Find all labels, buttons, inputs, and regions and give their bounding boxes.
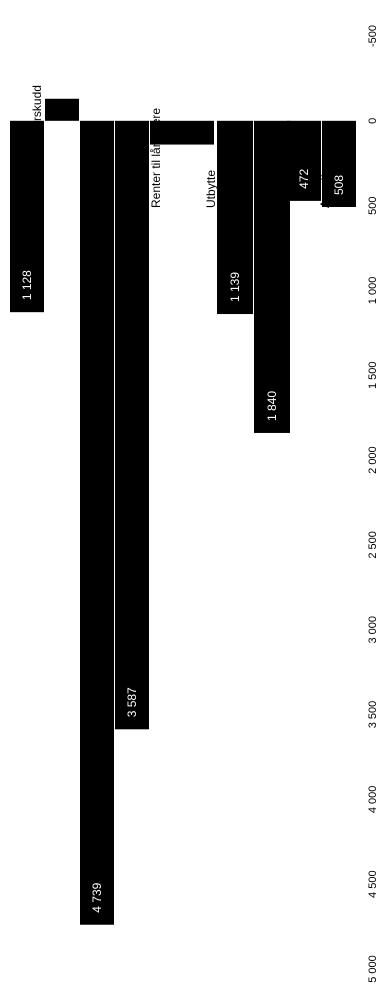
category-label: Skatt bbox=[94, 180, 108, 208]
tick-label: 3 500 bbox=[367, 701, 379, 729]
category-label: Tilbakeholdt overskudd bbox=[30, 85, 44, 208]
tick-label: 0 bbox=[367, 118, 379, 124]
data-label: 1 128 bbox=[20, 270, 34, 300]
tick-label: 2 000 bbox=[367, 446, 379, 474]
data-label: 1 840 bbox=[265, 391, 279, 421]
data-label: 472 bbox=[297, 169, 311, 189]
bars-layer bbox=[10, 98, 356, 925]
category-label: Utbytte bbox=[204, 170, 218, 208]
bar bbox=[10, 120, 44, 313]
tick-label: 4 000 bbox=[367, 786, 379, 814]
bar bbox=[80, 120, 114, 925]
data-label: 508 bbox=[332, 175, 346, 195]
bar bbox=[254, 120, 290, 433]
category-label: Renter til långivere bbox=[149, 108, 163, 208]
category-label: Ansatte bbox=[318, 167, 332, 208]
tick-label: 1 000 bbox=[367, 277, 379, 305]
tick-label: 5 000 bbox=[367, 955, 379, 983]
bar bbox=[287, 120, 321, 201]
tick-label: 1 500 bbox=[367, 362, 379, 390]
data-label: 3 587 bbox=[125, 687, 139, 717]
tick-label: 4 500 bbox=[367, 870, 379, 898]
tick-labels-layer: -500 0 500 1 000 1 500 2 000 2 500 3 000 3 500 4 … bbox=[367, 25, 379, 983]
data-label: 4 739 bbox=[90, 882, 104, 912]
bar bbox=[45, 98, 79, 121]
category-labels-layer: Tilbakeholdt overskudd Skatt Renter til lå… bbox=[30, 85, 332, 208]
tick-label: -500 bbox=[367, 25, 379, 47]
tick-label: 3 000 bbox=[367, 616, 379, 644]
value-labels-layer: 1 128 4 739 3 587 1 139 1 840 472 508 bbox=[20, 169, 346, 913]
category-label: eierne bbox=[264, 174, 278, 208]
tick-label: 500 bbox=[367, 196, 379, 214]
bar bbox=[322, 120, 356, 207]
bar bbox=[115, 120, 149, 730]
bar bbox=[217, 120, 253, 315]
bar bbox=[150, 120, 214, 145]
data-label: 1 139 bbox=[228, 272, 242, 302]
tick-label: 2 500 bbox=[367, 531, 379, 559]
